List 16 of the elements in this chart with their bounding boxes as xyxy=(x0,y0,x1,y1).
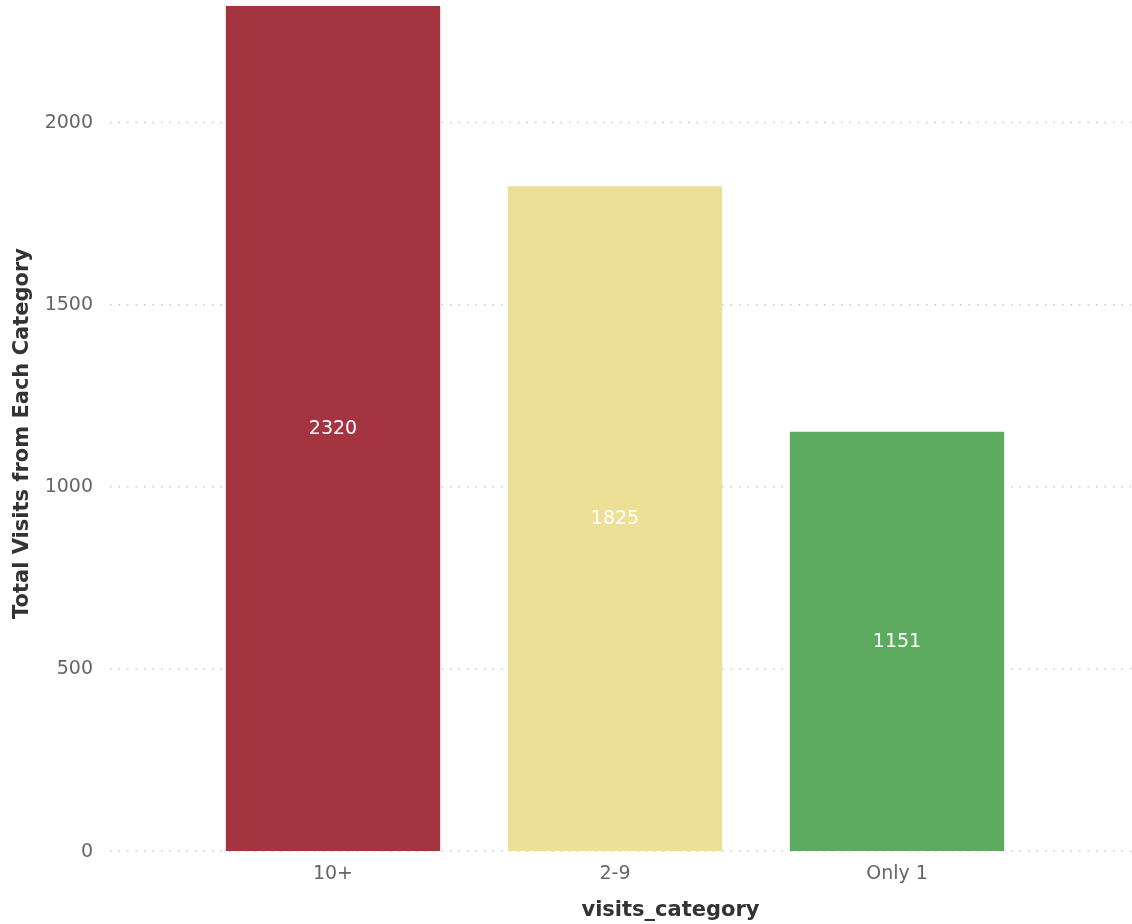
y-axis-title: Total Visits from Each Category xyxy=(9,247,33,620)
y-tick-label: 1000 xyxy=(44,474,93,497)
y-tick-label: 2000 xyxy=(44,110,93,133)
data-label: 2320 xyxy=(308,416,358,438)
x-tick-label: 2-9 xyxy=(599,860,631,883)
data-label: 1825 xyxy=(590,506,640,529)
bar xyxy=(507,186,723,851)
bar xyxy=(789,431,1005,851)
y-tick-label: 500 xyxy=(56,656,93,679)
bar xyxy=(225,6,441,851)
y-tick-label: 1500 xyxy=(44,292,93,315)
y-tick-label: 0 xyxy=(80,838,93,861)
data-label: 1151 xyxy=(872,628,922,651)
x-tick-label: Only 1 xyxy=(866,860,928,883)
x-tick-label: 10+ xyxy=(312,860,354,883)
x-axis-title: visits_category xyxy=(581,897,760,921)
